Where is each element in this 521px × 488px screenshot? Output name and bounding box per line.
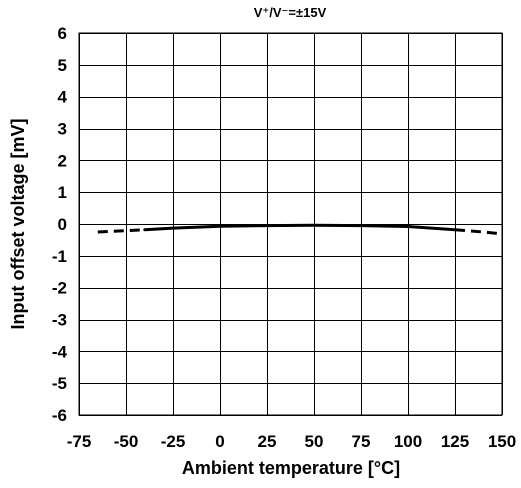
x-tick-label: 150 bbox=[488, 432, 516, 451]
y-tick-label: 1 bbox=[58, 183, 67, 202]
x-tick-label: 50 bbox=[305, 432, 324, 451]
chart-title: V⁺/V⁻=±15V bbox=[254, 5, 327, 20]
y-tick-label: 6 bbox=[58, 24, 67, 43]
y-tick-labels: 6 5 4 3 2 1 0 -1 -2 -3 -4 -5 -6 bbox=[52, 24, 68, 425]
x-tick-label: 0 bbox=[215, 432, 224, 451]
y-tick-label: 2 bbox=[58, 151, 67, 170]
x-tick-label: 25 bbox=[258, 432, 277, 451]
y-tick-label: 0 bbox=[58, 215, 67, 234]
series-line-dashed bbox=[97, 228, 145, 234]
x-tick-label: -25 bbox=[161, 432, 186, 451]
series-line-solid bbox=[143, 223, 457, 232]
x-tick-label: 100 bbox=[394, 432, 422, 451]
y-tick-label: -5 bbox=[52, 374, 67, 393]
y-tick-label: -4 bbox=[52, 342, 68, 361]
x-tick-label: -50 bbox=[114, 432, 139, 451]
y-tick-label: 4 bbox=[58, 88, 68, 107]
y-tick-label: -1 bbox=[52, 247, 67, 266]
y-tick-label: -6 bbox=[52, 406, 67, 425]
plot-frame bbox=[78, 32, 503, 416]
x-tick-labels: -75 -50 -25 0 25 50 75 100 125 150 bbox=[67, 432, 516, 451]
x-tick-label: 125 bbox=[441, 432, 469, 451]
y-axis-title: Input offset voltage [mV] bbox=[8, 119, 28, 330]
y-tick-label: 5 bbox=[58, 56, 67, 75]
y-tick-label: 3 bbox=[58, 120, 67, 139]
series-line-dashed bbox=[454, 228, 503, 236]
x-tick-label: 75 bbox=[352, 432, 371, 451]
x-tick-label: -75 bbox=[67, 432, 92, 451]
x-axis-title: Ambient temperature [°C] bbox=[182, 458, 400, 478]
y-tick-label: -2 bbox=[52, 279, 67, 298]
y-tick-label: -3 bbox=[52, 311, 67, 330]
series-group bbox=[97, 223, 503, 236]
